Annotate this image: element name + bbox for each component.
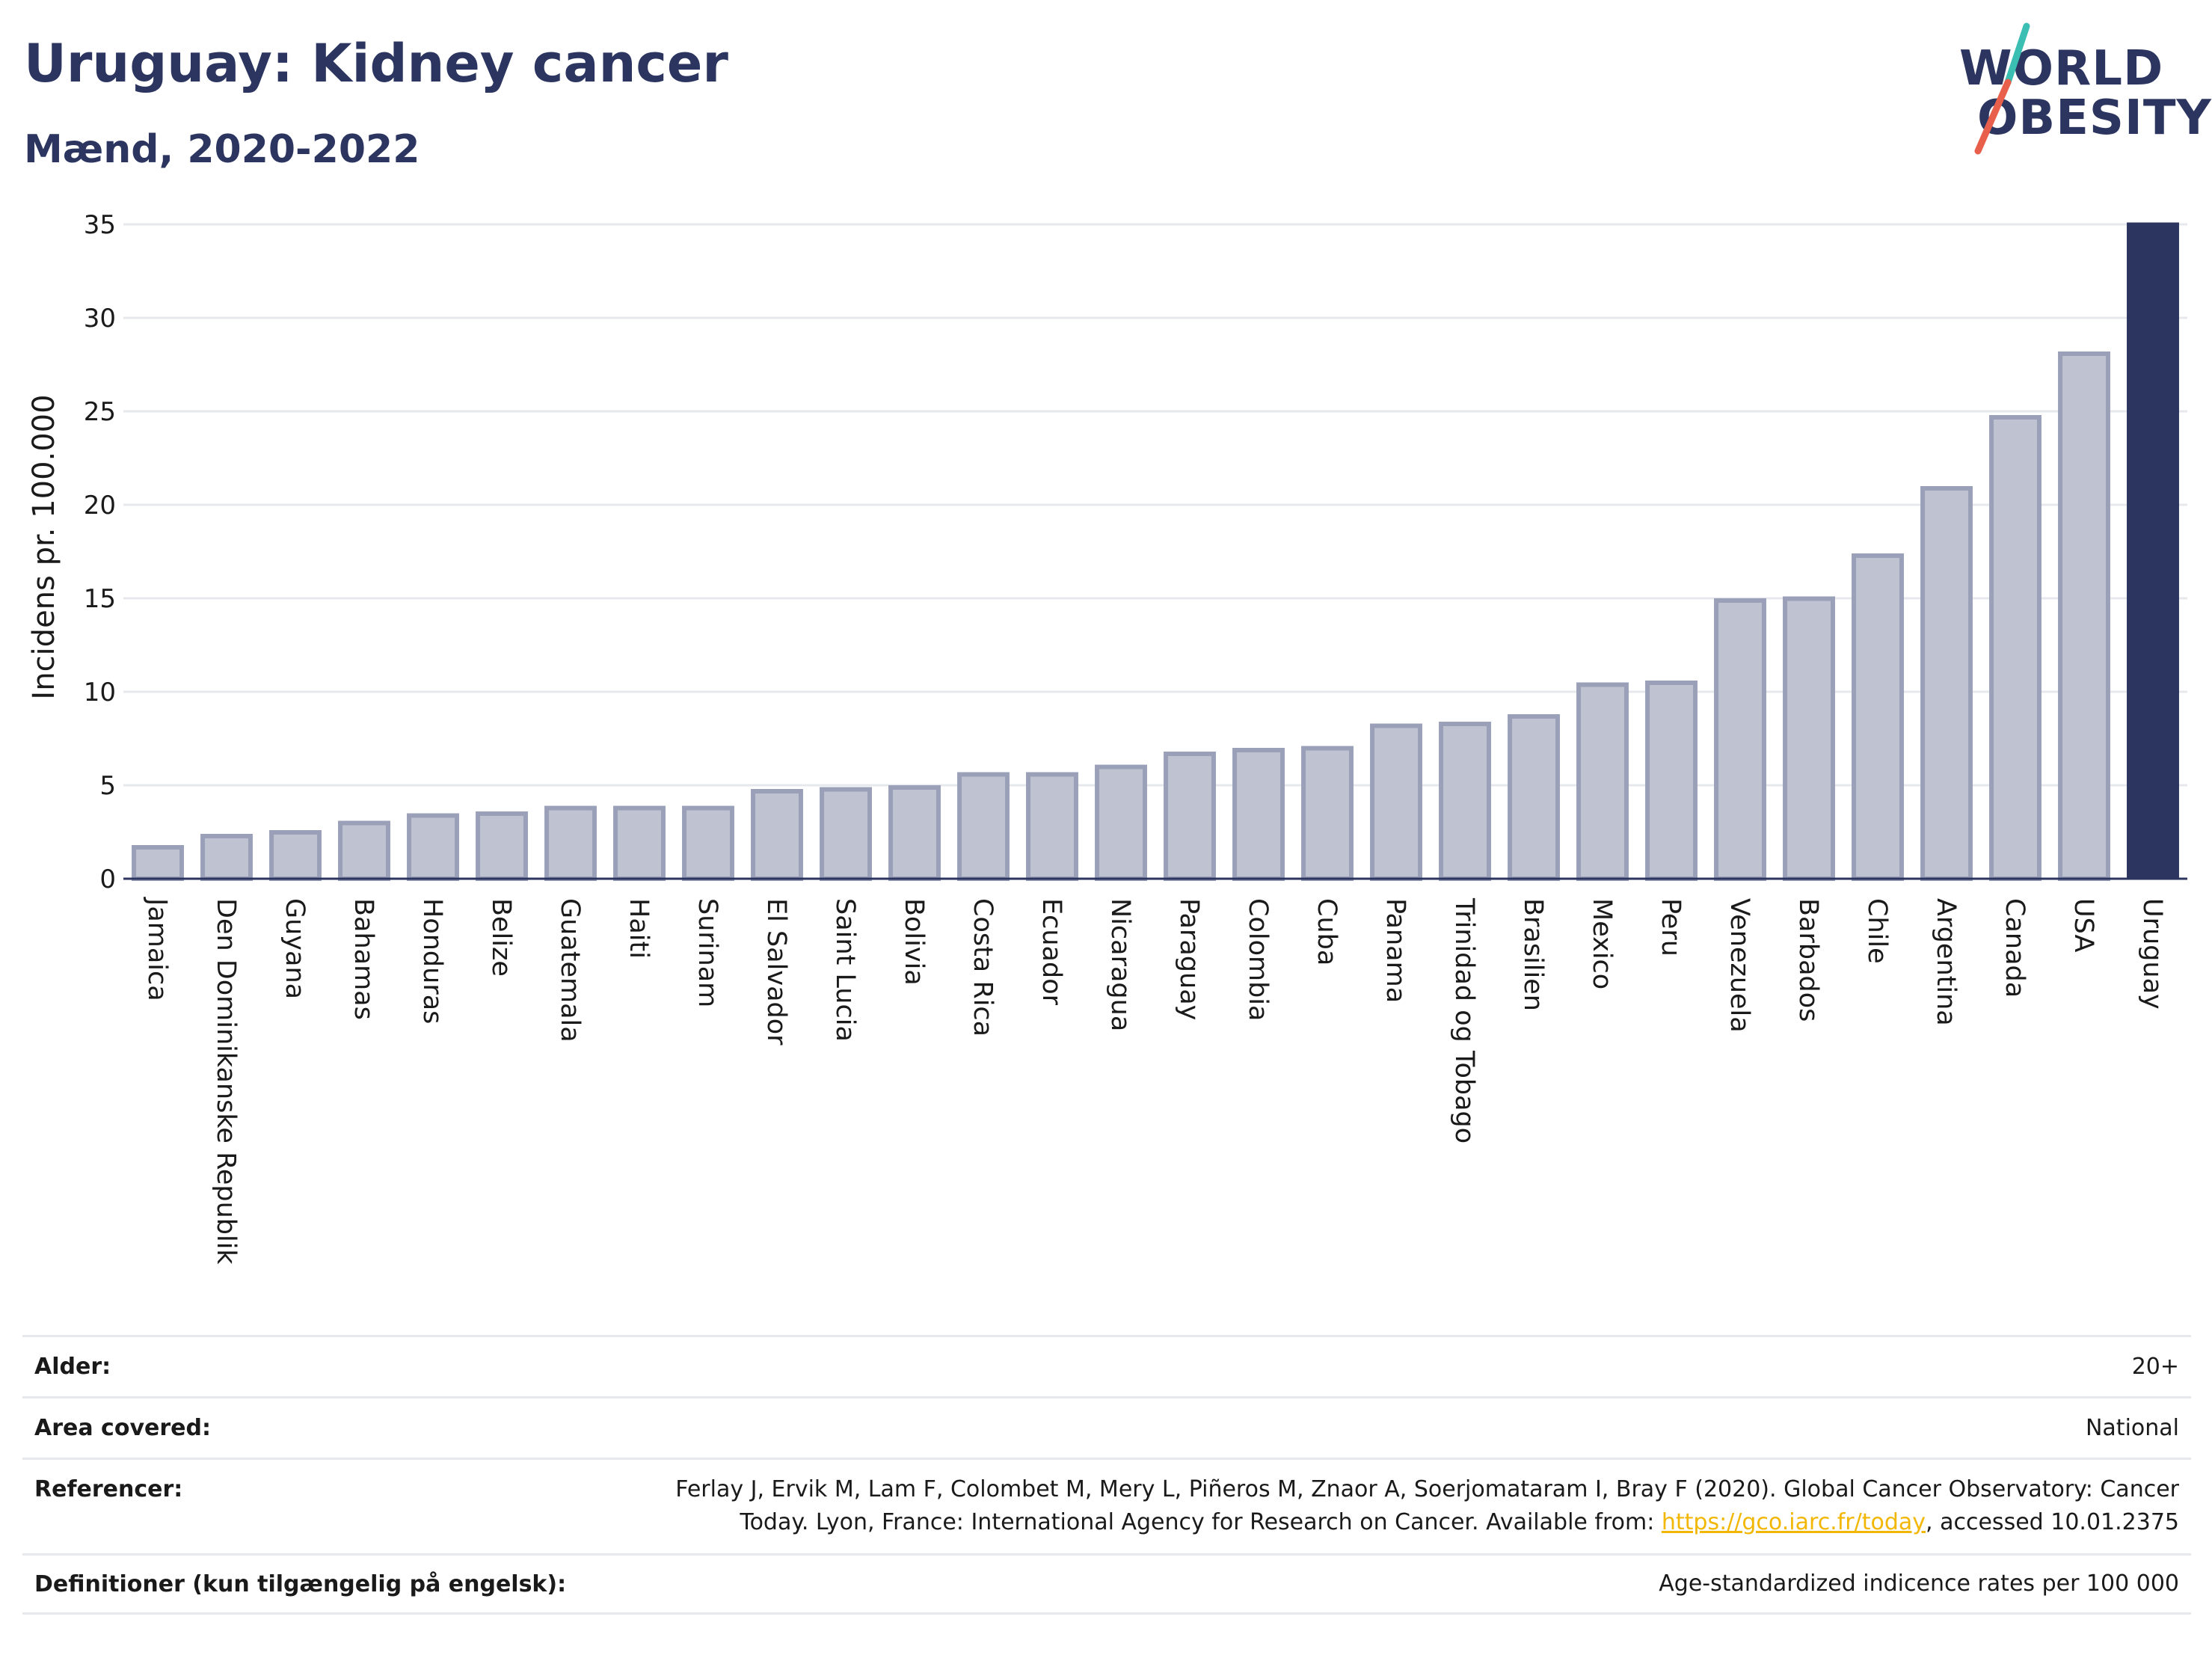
bar — [1920, 486, 1973, 881]
y-tick-label: 25 — [84, 397, 116, 427]
x-tick-label: Venezuela — [1724, 898, 1754, 1033]
y-tick-label: 20 — [84, 491, 116, 521]
bar — [1508, 714, 1560, 881]
page-title: Uruguay: Kidney cancer — [24, 33, 728, 94]
bar — [1232, 748, 1285, 881]
y-axis-label: Incidens pr. 100.000 — [27, 394, 61, 699]
reference-link[interactable]: https://gco.iarc.fr/today — [1661, 1509, 1926, 1535]
x-tick-label: Costa Rica — [968, 898, 998, 1037]
x-tick-label: Saint Lucia — [830, 898, 860, 1042]
footer-label-definitions: Definitioner (kun tilgængelig på engelsk… — [34, 1570, 567, 1597]
x-tick-label: Colombia — [1243, 898, 1273, 1021]
bar — [613, 805, 666, 881]
footer-value-age: 20+ — [2131, 1353, 2179, 1380]
y-tick-label: 35 — [84, 210, 116, 240]
y-tick-label: 10 — [84, 678, 116, 707]
chart-footer: Alder: 20+ Area covered: National Refere… — [22, 1335, 2191, 1615]
bar — [820, 787, 872, 881]
footer-row-age: Alder: 20+ — [22, 1335, 2191, 1396]
x-tick-label: USA — [2068, 898, 2098, 952]
x-tick-label: Argentina — [1931, 898, 1961, 1026]
logo-line-1: WORLD — [1959, 41, 2164, 96]
x-tick-label: Bahamas — [348, 898, 378, 1020]
x-tick-label: El Salvador — [761, 898, 791, 1045]
x-tick-label: Mexico — [1587, 898, 1617, 989]
x-tick-label: Cuba — [1312, 898, 1342, 965]
bar — [269, 830, 322, 881]
bar — [338, 820, 390, 881]
bar — [1852, 553, 1904, 881]
world-obesity-logo: WORLD OBESITY — [1952, 22, 2211, 157]
x-tick-label: Guatemala — [555, 898, 585, 1043]
x-tick-label: Honduras — [417, 898, 447, 1024]
bar — [1989, 415, 2042, 881]
x-tick-label: Panama — [1380, 898, 1410, 1003]
logo-slash-icon — [1974, 22, 2030, 155]
bar — [476, 811, 528, 881]
footer-label-area: Area covered: — [34, 1415, 211, 1441]
bar — [1164, 752, 1216, 881]
bar — [751, 789, 803, 881]
y-tick-label: 30 — [84, 304, 116, 334]
x-tick-label: Barbados — [1793, 898, 1823, 1022]
bar — [1714, 598, 1766, 881]
bar — [132, 845, 184, 881]
x-tick-label: Uruguay — [2137, 898, 2167, 1010]
y-tick-label: 5 — [99, 771, 116, 801]
bar — [200, 834, 253, 881]
x-tick-label: Belize — [486, 898, 516, 977]
reference-text: Ferlay J, Ervik M, Lam F, Colombet M, Me… — [675, 1476, 2179, 1535]
x-tick-label: Guyana — [280, 898, 310, 999]
bar — [957, 772, 1010, 881]
bar — [2058, 351, 2110, 881]
bar — [544, 805, 597, 881]
bar — [407, 813, 459, 881]
x-tick-label: Den Dominikanske Republik — [211, 898, 241, 1265]
bar — [1026, 772, 1078, 881]
y-tick-label: 15 — [84, 584, 116, 614]
bar — [1576, 682, 1629, 881]
footer-value-area: National — [2085, 1414, 2179, 1441]
x-tick-label: Chile — [1862, 898, 1892, 964]
y-tick-label: 0 — [99, 865, 116, 894]
footer-value-definitions: Age-standardized indicence rates per 100… — [1659, 1570, 2179, 1597]
footer-row-references: Referencer: Ferlay J, Ervik M, Lam F, Co… — [22, 1458, 2191, 1553]
logo-line-2: OBESITY — [1977, 90, 2212, 146]
footer-value-references: Ferlay J, Ervik M, Lam F, Colombet M, Me… — [609, 1473, 2191, 1539]
bar — [1645, 681, 1698, 881]
x-tick-label: Nicaragua — [1105, 898, 1135, 1031]
bar — [1301, 746, 1354, 881]
footer-label-references: Referencer: — [34, 1476, 183, 1502]
x-tick-label: Bolivia — [899, 898, 929, 986]
x-tick-label: Paraguay — [1174, 898, 1204, 1020]
bar — [1095, 764, 1147, 881]
x-tick-label: Ecuador — [1036, 898, 1066, 1006]
x-tick-label: Peru — [1656, 898, 1686, 957]
bar — [1370, 723, 1422, 881]
page-subtitle: Mænd, 2020-2022 — [24, 127, 420, 172]
x-tick-label: Jamaica — [142, 897, 172, 1001]
bar-chart: 0 5 10 15 20 25 30 35 Incidens pr. 100.000 Jamaic… — [27, 210, 2187, 1265]
x-tick-label: Canada — [2000, 898, 2030, 998]
footer-label-age: Alder: — [34, 1354, 111, 1380]
x-tick-label: Haiti — [624, 898, 654, 959]
x-tick-label: Surinam — [692, 898, 722, 1007]
x-tick-label: Trinidad og Tobago — [1449, 897, 1479, 1143]
footer-row-definitions: Definitioner (kun tilgængelig på engelsk… — [22, 1553, 2191, 1615]
bar — [682, 805, 734, 881]
x-tick-label: Brasilien — [1518, 898, 1548, 1011]
footer-row-area: Area covered: National — [22, 1396, 2191, 1458]
bar — [1783, 596, 1835, 881]
bar — [1439, 722, 1491, 881]
bar — [2127, 222, 2179, 879]
reference-accessed: , accessed 10.01.2375 — [1926, 1509, 2179, 1535]
bar — [888, 785, 941, 881]
